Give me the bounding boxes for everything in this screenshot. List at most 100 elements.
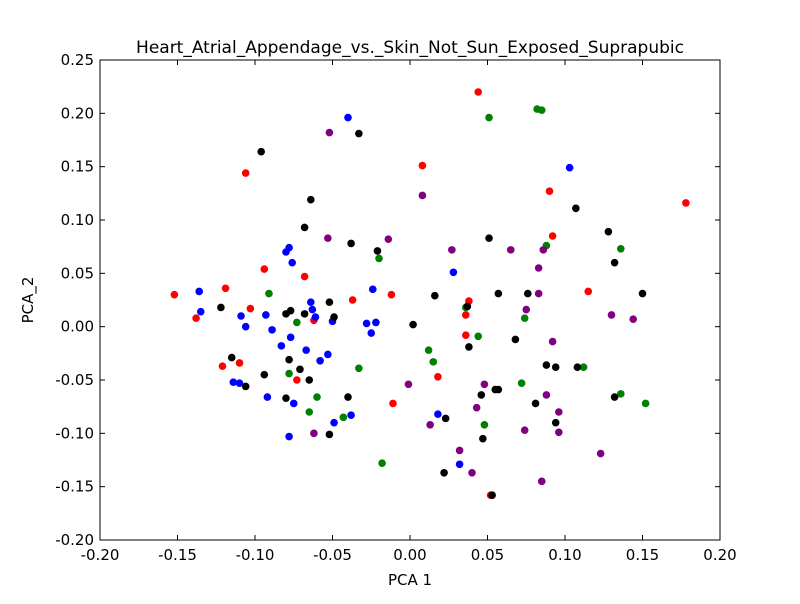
data-point-series-1 <box>455 460 464 469</box>
data-point-series-3 <box>522 305 531 314</box>
data-point-series-3 <box>520 426 529 434</box>
data-point-series-4 <box>441 414 450 423</box>
data-point-series-0 <box>548 232 557 240</box>
data-point-series-3 <box>310 429 318 438</box>
data-point-series-4 <box>296 365 304 374</box>
y-tick-label: 0.10 <box>61 211 94 229</box>
x-tick-label: -0.15 <box>158 546 197 564</box>
data-point-series-3 <box>534 289 543 298</box>
data-point-series-4 <box>531 399 540 408</box>
data-point-series-4 <box>573 363 582 372</box>
data-point-series-2 <box>520 314 529 322</box>
data-point-series-3 <box>426 421 434 429</box>
x-tick-label: 0.00 <box>393 546 426 564</box>
data-point-series-3 <box>596 449 605 458</box>
y-tick-label: -0.10 <box>55 424 94 442</box>
data-point-series-1 <box>241 322 250 331</box>
data-point-series-0 <box>260 265 269 273</box>
y-tick-label: -0.20 <box>55 531 94 549</box>
data-point-series-2 <box>537 106 546 114</box>
data-point-series-4 <box>604 227 613 236</box>
x-tick-label: 0.10 <box>548 546 581 564</box>
data-point-series-4 <box>431 291 439 300</box>
data-point-series-4 <box>551 363 560 372</box>
data-point-series-0 <box>474 88 483 96</box>
data-point-series-3 <box>384 235 393 243</box>
data-point-series-1 <box>372 318 380 327</box>
data-point-series-4 <box>551 418 560 427</box>
data-point-series-1 <box>367 329 376 337</box>
data-point-series-4 <box>257 147 266 156</box>
data-point-series-3 <box>555 408 563 416</box>
data-point-series-4 <box>373 247 382 255</box>
data-point-series-1 <box>229 378 238 386</box>
data-point-series-1 <box>311 313 320 321</box>
data-point-series-2 <box>293 318 301 327</box>
y-tick-label: 0.25 <box>61 51 94 69</box>
data-point-series-0 <box>389 399 397 408</box>
data-point-series-1 <box>282 248 290 256</box>
data-point-series-1 <box>344 113 352 122</box>
data-point-series-1 <box>277 342 286 350</box>
data-point-series-1 <box>196 307 205 316</box>
data-point-series-0 <box>434 373 442 381</box>
data-point-series-4 <box>610 258 619 267</box>
data-point-series-2 <box>617 390 625 398</box>
data-point-series-2 <box>313 393 321 401</box>
data-point-series-4 <box>477 391 486 399</box>
data-point-series-4 <box>241 382 250 391</box>
data-point-series-4 <box>485 234 493 242</box>
data-point-series-1 <box>286 333 295 342</box>
data-point-series-2 <box>617 245 625 253</box>
x-tick-label: -0.20 <box>81 546 120 564</box>
data-point-series-4 <box>325 298 334 306</box>
data-point-series-1 <box>289 399 298 408</box>
data-point-series-3 <box>607 311 616 319</box>
data-point-series-2 <box>378 459 386 468</box>
data-point-series-4 <box>347 239 355 248</box>
data-point-series-3 <box>548 337 557 346</box>
data-point-series-3 <box>404 380 413 389</box>
data-point-series-4 <box>227 353 236 362</box>
data-point-series-3 <box>506 246 515 254</box>
data-point-series-2 <box>579 363 588 372</box>
data-point-series-1 <box>330 418 338 427</box>
data-point-series-2 <box>429 358 438 366</box>
data-point-series-1 <box>268 326 276 334</box>
data-point-series-0 <box>418 161 427 170</box>
data-point-series-0 <box>246 304 255 313</box>
data-point-series-4 <box>260 370 269 379</box>
y-tick-label: 0.05 <box>61 264 94 282</box>
data-point-series-0 <box>387 290 396 299</box>
y-axis-label: PCA_2 <box>19 277 38 324</box>
data-point-series-0 <box>192 314 200 322</box>
data-point-series-0 <box>235 359 244 367</box>
data-point-series-4 <box>494 289 503 298</box>
data-point-series-4 <box>479 434 487 443</box>
data-point-series-1 <box>308 305 317 314</box>
data-point-series-4 <box>285 355 293 364</box>
data-point-series-1 <box>449 268 458 277</box>
data-point-series-1 <box>285 432 293 441</box>
data-point-series-3 <box>537 477 546 486</box>
data-point-series-3 <box>480 380 489 389</box>
data-point-series-0 <box>348 296 357 304</box>
data-point-series-4 <box>305 376 314 384</box>
data-point-series-3 <box>555 428 563 437</box>
data-point-series-3 <box>324 234 332 242</box>
data-point-series-4 <box>511 335 520 344</box>
data-point-series-2 <box>355 364 363 373</box>
data-point-series-1 <box>369 285 377 294</box>
data-point-series-3 <box>468 469 476 477</box>
data-point-series-4 <box>344 393 352 401</box>
axis-ticks: -0.20 -0.15 -0.10 -0.05 0.00 0.05 0.10 0.15 0.20… <box>55 51 737 564</box>
data-point-series-2 <box>641 399 650 408</box>
data-point-series-0 <box>584 287 593 296</box>
data-point-series-1 <box>324 350 332 359</box>
data-point-series-3 <box>472 403 481 412</box>
data-point-series-4 <box>440 469 448 477</box>
data-point-series-2 <box>480 421 489 429</box>
data-point-series-1 <box>434 410 442 418</box>
data-point-series-3 <box>534 264 543 272</box>
